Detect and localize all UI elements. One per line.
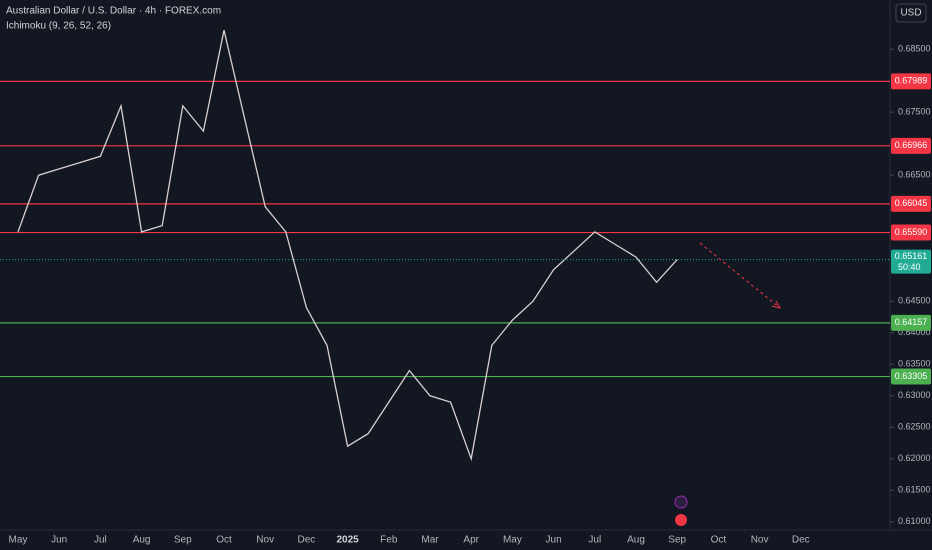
y-tick-label: 0.67500	[898, 107, 931, 117]
x-tick-label: Jun	[51, 535, 67, 546]
y-tick-label: 0.63000	[898, 390, 931, 400]
y-tick-label: 0.66500	[898, 170, 931, 180]
level-badge	[891, 368, 931, 385]
x-tick-label: Nov	[751, 535, 769, 546]
x-tick-label: Feb	[380, 535, 398, 546]
level-badge	[891, 314, 931, 331]
event-flag[interactable]	[675, 514, 687, 526]
y-tick-label: 0.63500	[898, 359, 931, 369]
indicator-label: Ichimoku (9, 26, 52, 26)	[6, 21, 111, 32]
x-tick-label: Mar	[421, 535, 439, 546]
last-price-badge	[891, 249, 931, 274]
x-tick-label: Nov	[256, 535, 274, 546]
x-tick-label: Sep	[668, 535, 686, 546]
level-badge	[891, 195, 931, 212]
y-tick-label: 0.61000	[898, 516, 931, 526]
y-tick-label: 0.68500	[898, 44, 931, 54]
level-badge	[891, 73, 931, 90]
level-label: 0.66966	[895, 140, 928, 150]
plot	[0, 30, 890, 462]
level-label: 0.65590	[895, 227, 928, 237]
level-label: 0.63305	[895, 371, 928, 381]
x-tick-label: 2025	[336, 535, 359, 546]
x-tick-label: Apr	[463, 535, 479, 546]
currency-button[interactable]	[895, 3, 927, 23]
projection-arrow	[699, 242, 781, 309]
event-icon[interactable]	[674, 495, 688, 509]
x-tick-label: Jul	[94, 535, 107, 546]
x-tick-label: Jul	[588, 535, 601, 546]
price-line	[17, 30, 678, 462]
level-label: 0.67989	[895, 76, 928, 86]
level-label: 0.66045	[895, 198, 928, 208]
x-tick-label: Sep	[174, 535, 192, 546]
x-tick-label: Aug	[133, 535, 151, 546]
level-label: 0.64157	[895, 317, 928, 327]
y-tick-label: 0.64000	[898, 327, 931, 337]
countdown-label: 50:40	[898, 262, 921, 272]
level-badge	[891, 137, 931, 154]
x-tick-label: Dec	[298, 535, 316, 546]
last-price-label: 0.65161	[895, 251, 928, 261]
x-tick-label: Jun	[546, 535, 562, 546]
x-tick-label: Dec	[792, 535, 810, 546]
chart-title: Australian Dollar / U.S. Dollar · 4h · F…	[6, 6, 221, 17]
x-tick-label: Oct	[711, 535, 727, 546]
y-tick-label: 0.62500	[898, 422, 931, 432]
level-badge	[891, 224, 931, 241]
projection-arrowhead	[771, 300, 782, 309]
x-tick-label: Oct	[216, 535, 232, 546]
y-tick-label: 0.64500	[898, 296, 931, 306]
currency-label[interactable]: USD	[900, 8, 921, 19]
x-tick-label: May	[503, 535, 522, 546]
y-tick-label: 0.62000	[898, 453, 931, 463]
x-tick-label: May	[9, 535, 28, 546]
x-tick-label: Aug	[627, 535, 645, 546]
y-tick-label: 0.61500	[898, 485, 931, 495]
